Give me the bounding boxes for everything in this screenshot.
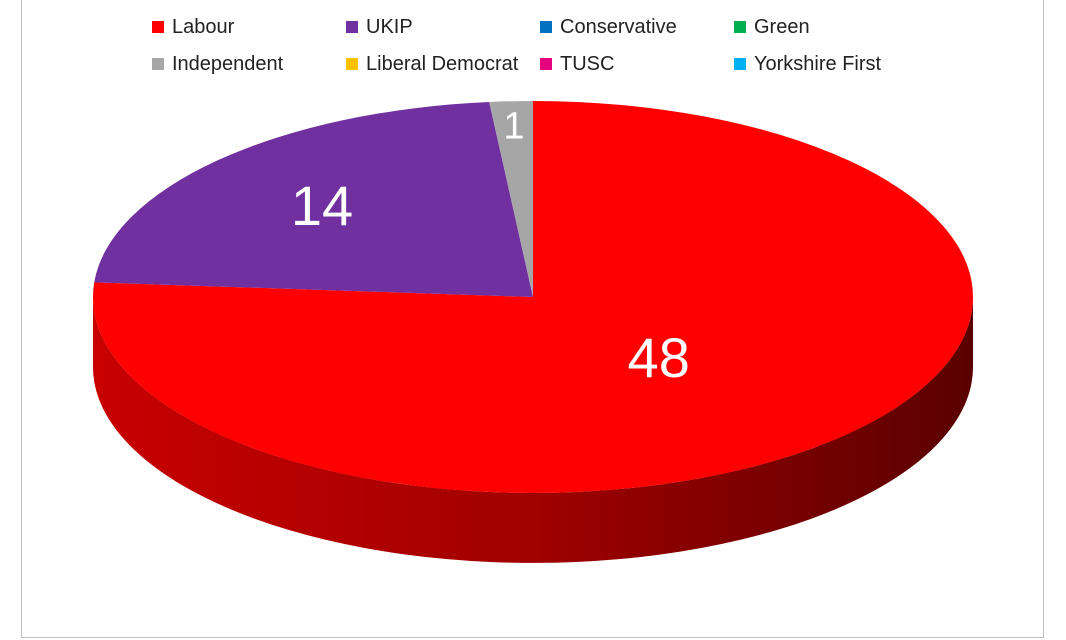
legend-swatch-liberal-democrat	[346, 58, 358, 70]
legend-label-independent: Independent	[172, 52, 284, 75]
legend-item-independent: Independent	[152, 49, 346, 79]
chart-legend: Labour UKIP Conservative Green Independe…	[152, 12, 932, 88]
pie-side-layer	[93, 297, 973, 563]
legend-swatch-labour	[152, 21, 164, 33]
data-label-labour: 48	[628, 326, 690, 389]
legend-item-labour: Labour	[152, 12, 346, 42]
legend-item-green: Green	[734, 12, 928, 42]
legend-label-labour: Labour	[172, 15, 235, 38]
data-label-ukip: 14	[291, 174, 353, 237]
legend-item-liberal-democrat: Liberal Democrat	[346, 49, 540, 79]
legend-swatch-ukip	[346, 21, 358, 33]
legend-label-liberal-democrat: Liberal Democrat	[366, 52, 519, 75]
legend-swatch-green	[734, 21, 746, 33]
data-label-independent: 1	[503, 106, 524, 148]
legend-label-green: Green	[754, 15, 810, 38]
legend-swatch-tusc	[540, 58, 552, 70]
legend-item-yorkshire-first: Yorkshire First	[734, 49, 928, 79]
legend-swatch-yorkshire-first	[734, 58, 746, 70]
legend-swatch-conservative	[540, 21, 552, 33]
pie-slice-independent	[489, 101, 533, 297]
legend-label-yorkshire-first: Yorkshire First	[754, 52, 882, 75]
legend-item-ukip: UKIP	[346, 12, 540, 42]
pie-slice-ukip	[94, 101, 533, 297]
legend-label-tusc: TUSC	[560, 52, 615, 75]
legend-item-conservative: Conservative	[540, 12, 734, 42]
legend-item-tusc: TUSC	[540, 49, 734, 79]
pie-top-layer	[92, 101, 974, 493]
pie-side-labour	[93, 297, 973, 563]
pie-label-layer: 48 14 1	[291, 106, 690, 389]
legend-label-conservative: Conservative	[560, 15, 677, 38]
legend-swatch-independent	[152, 58, 164, 70]
legend-label-ukip: UKIP	[366, 15, 413, 38]
